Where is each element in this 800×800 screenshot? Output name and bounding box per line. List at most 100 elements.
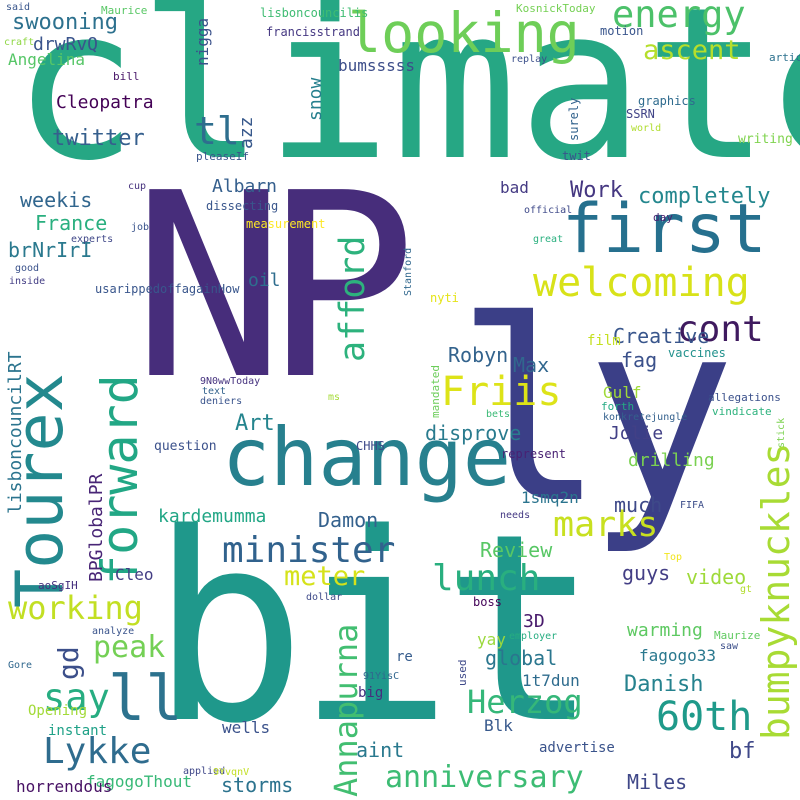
word-drilling: drilling: [628, 450, 715, 471]
word-global: global: [485, 646, 558, 670]
word-fifa: represent: [501, 447, 567, 461]
word-needs: CHHS: [356, 439, 385, 453]
word-ssrn: replay: [511, 54, 548, 65]
word-dollar: Maurize: [714, 629, 761, 642]
word-storms: storms: [221, 773, 294, 797]
word-konkretejungle: vaccines: [668, 346, 726, 360]
word-miles: Miles: [627, 770, 688, 794]
word-chhs: ms: [328, 392, 341, 403]
word-deniers: 9N0wwToday: [200, 376, 261, 387]
word-maurize: Top: [664, 552, 683, 563]
word-ly: ly: [455, 267, 736, 558]
word-kardemumma: kardemumma: [158, 506, 267, 527]
word-analyze: 91YisC: [363, 671, 400, 682]
word-gt: FIFA: [680, 500, 705, 511]
word-1smq2n: 1smq2n: [521, 488, 579, 507]
word-bill: craft: [4, 37, 35, 48]
word-60th: 60th: [656, 694, 753, 740]
word-stick: allegations: [708, 391, 781, 404]
word-fagogothout: fagogoThout: [86, 772, 192, 791]
word-anniversary: anniversary: [385, 760, 584, 795]
word-much: much: [614, 493, 663, 517]
word-replay: francisstrand: [266, 25, 360, 39]
word-meter: meter: [284, 561, 366, 592]
word-91yisc: employer: [509, 631, 558, 642]
word-yay: yay: [477, 630, 506, 649]
word-inside: experts: [71, 234, 114, 245]
word-aosgih: used: [456, 659, 469, 687]
word-maurice: 9YvqnV: [213, 767, 250, 778]
word-said: applied: [183, 766, 226, 777]
word-working: working: [8, 589, 143, 627]
word-vaccines: Stanford: [403, 247, 414, 296]
word-cont: cont: [677, 309, 764, 350]
word-pleaseif: writing: [738, 132, 793, 147]
word-swooning: swooning: [12, 10, 118, 35]
word-advertise: Opening: [28, 703, 88, 719]
word-weekis: weekis: [20, 188, 93, 212]
word-peak: peak: [93, 630, 166, 665]
word-job: article: [769, 51, 800, 64]
word-article: KosnickToday: [516, 2, 596, 15]
word-9yvqnv: Gore: [8, 660, 33, 671]
word-mandated: stick: [776, 417, 787, 448]
word-3d: 3D: [523, 611, 545, 632]
word-np: NP: [132, 139, 417, 436]
word-measurement: cup: [128, 181, 147, 192]
word-boss: saw: [720, 641, 739, 652]
word-horrendous: instant: [48, 723, 108, 739]
word-good: job: [131, 222, 150, 233]
word-twit: surely: [567, 97, 581, 141]
word-nyti: great: [533, 234, 564, 245]
word-ll: ll: [108, 662, 183, 735]
word-day: measurement: [246, 217, 326, 231]
word-blk: wells: [222, 718, 271, 737]
word-vindicate: konkretejungle: [603, 412, 688, 423]
word-disprove: disprove: [425, 421, 522, 445]
word-question: deniers: [200, 396, 243, 407]
word-1t7dun: 1t7dun: [522, 671, 580, 690]
word-creative: Creative: [613, 324, 710, 348]
word-bets: vindicate: [712, 405, 772, 418]
word-usarippedoffagainhow: good: [15, 263, 40, 274]
word-ascent: ascent: [643, 35, 741, 66]
word-writing: world: [631, 123, 662, 134]
word-drwrvq: drwRvQ: [33, 34, 99, 55]
word-stanford: day: [653, 211, 673, 224]
word-gulf: Gulf: [603, 383, 642, 402]
word-instant: big: [358, 685, 384, 701]
word-tl: tl: [194, 109, 240, 153]
word-used: boss: [473, 595, 502, 609]
word-welcoming: welcoming: [533, 260, 750, 306]
word-albarn: snow: [305, 77, 326, 121]
word-damon: Damon: [318, 508, 379, 532]
word-lisboncouncilrt: Albarn: [212, 176, 278, 197]
word-angelina: Angelina: [8, 50, 86, 69]
word-motion: lisboncouncilis: [260, 6, 369, 20]
word-surely: SSRN: [626, 107, 655, 121]
word-gd: gd: [52, 646, 85, 680]
word-lisboncouncilis: BPGlobalPR: [86, 473, 107, 582]
word-top: needs: [500, 510, 531, 521]
word-bf: bf: [729, 739, 756, 764]
word-say: say: [43, 676, 110, 719]
word-dissecting: pleaseIf: [196, 150, 249, 163]
word-jolie: Jolie: [609, 423, 664, 444]
word-allegations: forth: [601, 400, 635, 413]
word-kosnicktoday: said: [6, 2, 31, 13]
word-nigga: advertise: [539, 740, 615, 756]
word-francisstrand: lisboncouncilRT: [5, 351, 26, 514]
word-video: video: [686, 565, 747, 589]
word-employer: dollar: [306, 592, 343, 603]
word-represent: question: [154, 439, 217, 454]
word-fag: fag: [621, 348, 658, 372]
word-friis: Friis: [441, 369, 562, 415]
word-forth: nyti: [430, 291, 459, 305]
word-climate: climate: [12, 0, 800, 207]
word-looking: looking: [348, 1, 580, 65]
word-experts: bill: [113, 70, 140, 83]
word-guys: guys: [622, 561, 671, 585]
word-bumpyknuckles: bumpyknuckles: [754, 442, 798, 740]
word-france: France: [35, 211, 108, 235]
word-saw: gt: [740, 584, 753, 595]
